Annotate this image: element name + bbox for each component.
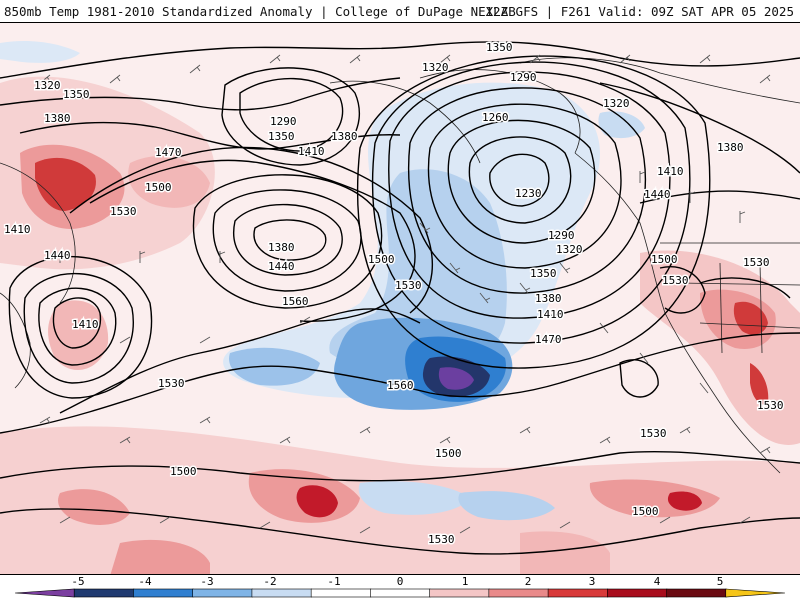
colorbar: -5 -4 -3 -2 -1 0 1 2 3 4 5 — [0, 575, 800, 600]
model-run-info: 12Z GFS | F261 Valid: 09Z SAT APR 05 202… — [485, 4, 794, 19]
contour-label: 1230 — [515, 187, 542, 200]
wind-barbs — [39, 54, 771, 534]
contour-label: 1320 — [556, 243, 583, 256]
colorbar-tick-label: -5 — [71, 575, 84, 588]
contour-label: 1380 — [535, 292, 562, 305]
contour-label: 1380 — [331, 130, 358, 143]
colorbar-tick-label: -4 — [138, 575, 152, 588]
contour-label: 1470 — [535, 333, 562, 346]
height-contours — [0, 41, 800, 555]
colorbar-segment — [14, 588, 75, 598]
colorbar-tick-label: 3 — [589, 575, 596, 588]
colorbar-tick-label: 5 — [717, 575, 724, 588]
colorbar-tick-label: 1 — [462, 575, 469, 588]
contour-label: 1500 — [368, 253, 395, 266]
contour-label: 1530 — [428, 533, 455, 546]
contour-label: 1410 — [298, 145, 325, 158]
colorbar-segment — [310, 588, 372, 598]
contour-label: 1560 — [282, 295, 309, 308]
contour-label: 1440 — [644, 188, 671, 201]
colorbar-tick-label: -1 — [327, 575, 340, 588]
contour-label: 1500 — [145, 181, 172, 194]
colorbar-segment — [547, 588, 609, 598]
colorbar-segment — [607, 588, 668, 598]
contour-label: 1500 — [632, 505, 659, 518]
contour-label: 1500 — [170, 465, 197, 478]
contour-label: 1440 — [268, 260, 295, 273]
contour-labels: 1320 1350 1380 1470 1500 1530 1410 1440 … — [3, 40, 786, 548]
contour-label: 1320 — [603, 97, 630, 110]
contour-label: 1380 — [717, 141, 744, 154]
map-panel: 1320 1350 1380 1470 1500 1530 1410 1440 … — [0, 22, 800, 575]
colorbar-tick-label: -3 — [200, 575, 213, 588]
contour-label: 1290 — [510, 71, 537, 84]
contour-label: 1350 — [268, 130, 295, 143]
colorbar-segment — [488, 588, 549, 598]
colorbar-tick-label: 2 — [525, 575, 532, 588]
contour-label: 1530 — [662, 274, 689, 287]
contour-label: 1380 — [44, 112, 71, 125]
contour-label: 1290 — [270, 115, 297, 128]
map-header: 850mb Temp 1981-2010 Standardized Anomal… — [0, 0, 800, 22]
colorbar-segment — [73, 588, 135, 598]
contour-label: 1410 — [657, 165, 684, 178]
contour-label: 1530 — [743, 256, 770, 269]
contour-label: 1290 — [548, 229, 575, 242]
contour-label: 1410 — [537, 308, 564, 321]
contour-label: 1500 — [651, 253, 678, 266]
cold-anomaly-shading — [0, 41, 645, 521]
contour-label: 1530 — [395, 279, 422, 292]
colorbar-segment — [370, 588, 431, 598]
colorbar-segment — [133, 588, 194, 598]
colorbar-tick-label: 0 — [397, 575, 404, 588]
anomaly-map: 1320 1350 1380 1470 1500 1530 1410 1440 … — [0, 23, 800, 574]
contour-label: 1320 — [422, 61, 449, 74]
contour-label: 1260 — [482, 111, 509, 124]
colorbar-segment — [251, 588, 312, 598]
contour-label: 1380 — [268, 241, 295, 254]
contour-label: 1530 — [158, 377, 185, 390]
colorbar-segment — [725, 588, 786, 598]
contour-label: 1560 — [387, 379, 414, 392]
contour-label: 1410 — [4, 223, 31, 236]
contour-label: 1350 — [63, 88, 90, 101]
colorbar-tick-label: 4 — [654, 575, 661, 588]
contour-label: 1410 — [72, 318, 99, 331]
contour-label: 1320 — [34, 79, 61, 92]
colorbar-segment — [666, 588, 727, 598]
contour-label: 1500 — [435, 447, 462, 460]
colorbar-svg: -5 -4 -3 -2 -1 0 1 2 3 4 5 — [14, 575, 786, 598]
colorbar-tick-label: -2 — [263, 575, 276, 588]
contour-label: 1350 — [530, 267, 557, 280]
contour-label: 1470 — [155, 146, 182, 159]
product-title: 850mb Temp 1981-2010 Standardized Anomal… — [4, 4, 516, 19]
contour-label: 1350 — [486, 41, 513, 54]
contour-label: 1530 — [110, 205, 137, 218]
contour-label: 1440 — [44, 249, 71, 262]
contour-label: 1530 — [757, 399, 784, 412]
contour-label: 1530 — [640, 427, 667, 440]
colorbar-segment — [429, 588, 490, 598]
coastlines — [0, 57, 800, 474]
colorbar-segment — [192, 588, 253, 598]
